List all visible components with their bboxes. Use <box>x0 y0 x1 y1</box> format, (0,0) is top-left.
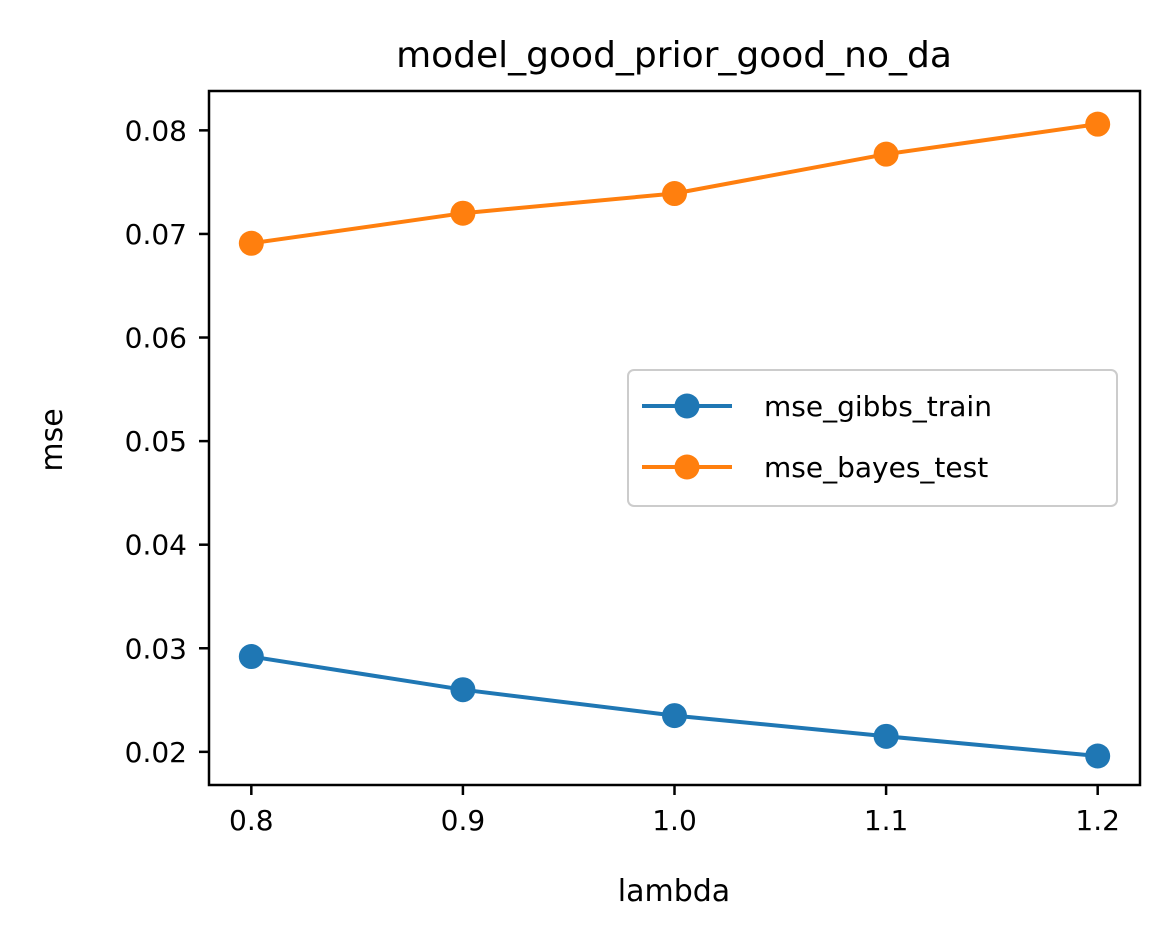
x-tick-label: 1.1 <box>864 804 909 837</box>
legend-box <box>627 369 1118 507</box>
series-mse_gibbs_train <box>238 644 1111 769</box>
y-tick-label: 0.04 <box>125 529 187 562</box>
y-axis-label: mse <box>35 408 70 471</box>
y-axis: 0.02 0.03 0.04 0.05 0.06 0.07 0.08 <box>125 114 209 769</box>
legend-marker <box>674 393 700 419</box>
legend-label: mse_gibbs_train <box>764 390 992 423</box>
data-point <box>238 230 264 256</box>
data-point <box>238 644 264 670</box>
x-tick-label: 1.2 <box>1075 804 1120 837</box>
x-axis: 0.8 0.9 1.0 1.1 1.2 <box>229 785 1120 837</box>
y-tick-label: 0.06 <box>125 322 187 355</box>
x-tick-label: 1.0 <box>652 804 697 837</box>
data-point <box>873 141 899 167</box>
data-point <box>1085 743 1111 769</box>
data-point <box>1085 111 1111 137</box>
x-tick-label: 0.9 <box>441 804 486 837</box>
series-layer <box>238 111 1111 769</box>
y-tick-label: 0.07 <box>125 218 187 251</box>
legend-item: mse_bayes_test <box>642 451 988 484</box>
legend-label: mse_bayes_test <box>764 451 988 484</box>
y-tick-label: 0.02 <box>125 736 187 769</box>
x-tick-label: 0.8 <box>229 804 274 837</box>
data-point <box>450 200 476 226</box>
y-tick-label: 0.03 <box>125 632 187 665</box>
x-axis-label: lambda <box>618 874 730 909</box>
data-point <box>662 703 687 729</box>
data-point <box>450 677 476 703</box>
legend: mse_gibbs_train mse_bayes_test <box>627 369 1118 507</box>
data-point <box>873 723 899 749</box>
legend-item: mse_gibbs_train <box>642 390 992 423</box>
legend-marker <box>674 454 700 480</box>
series-mse_bayes_test <box>238 111 1111 256</box>
y-tick-label: 0.05 <box>125 425 187 458</box>
y-tick-label: 0.08 <box>125 114 187 147</box>
data-point <box>662 181 687 207</box>
chart-title: model_good_prior_good_no_da <box>396 35 952 76</box>
